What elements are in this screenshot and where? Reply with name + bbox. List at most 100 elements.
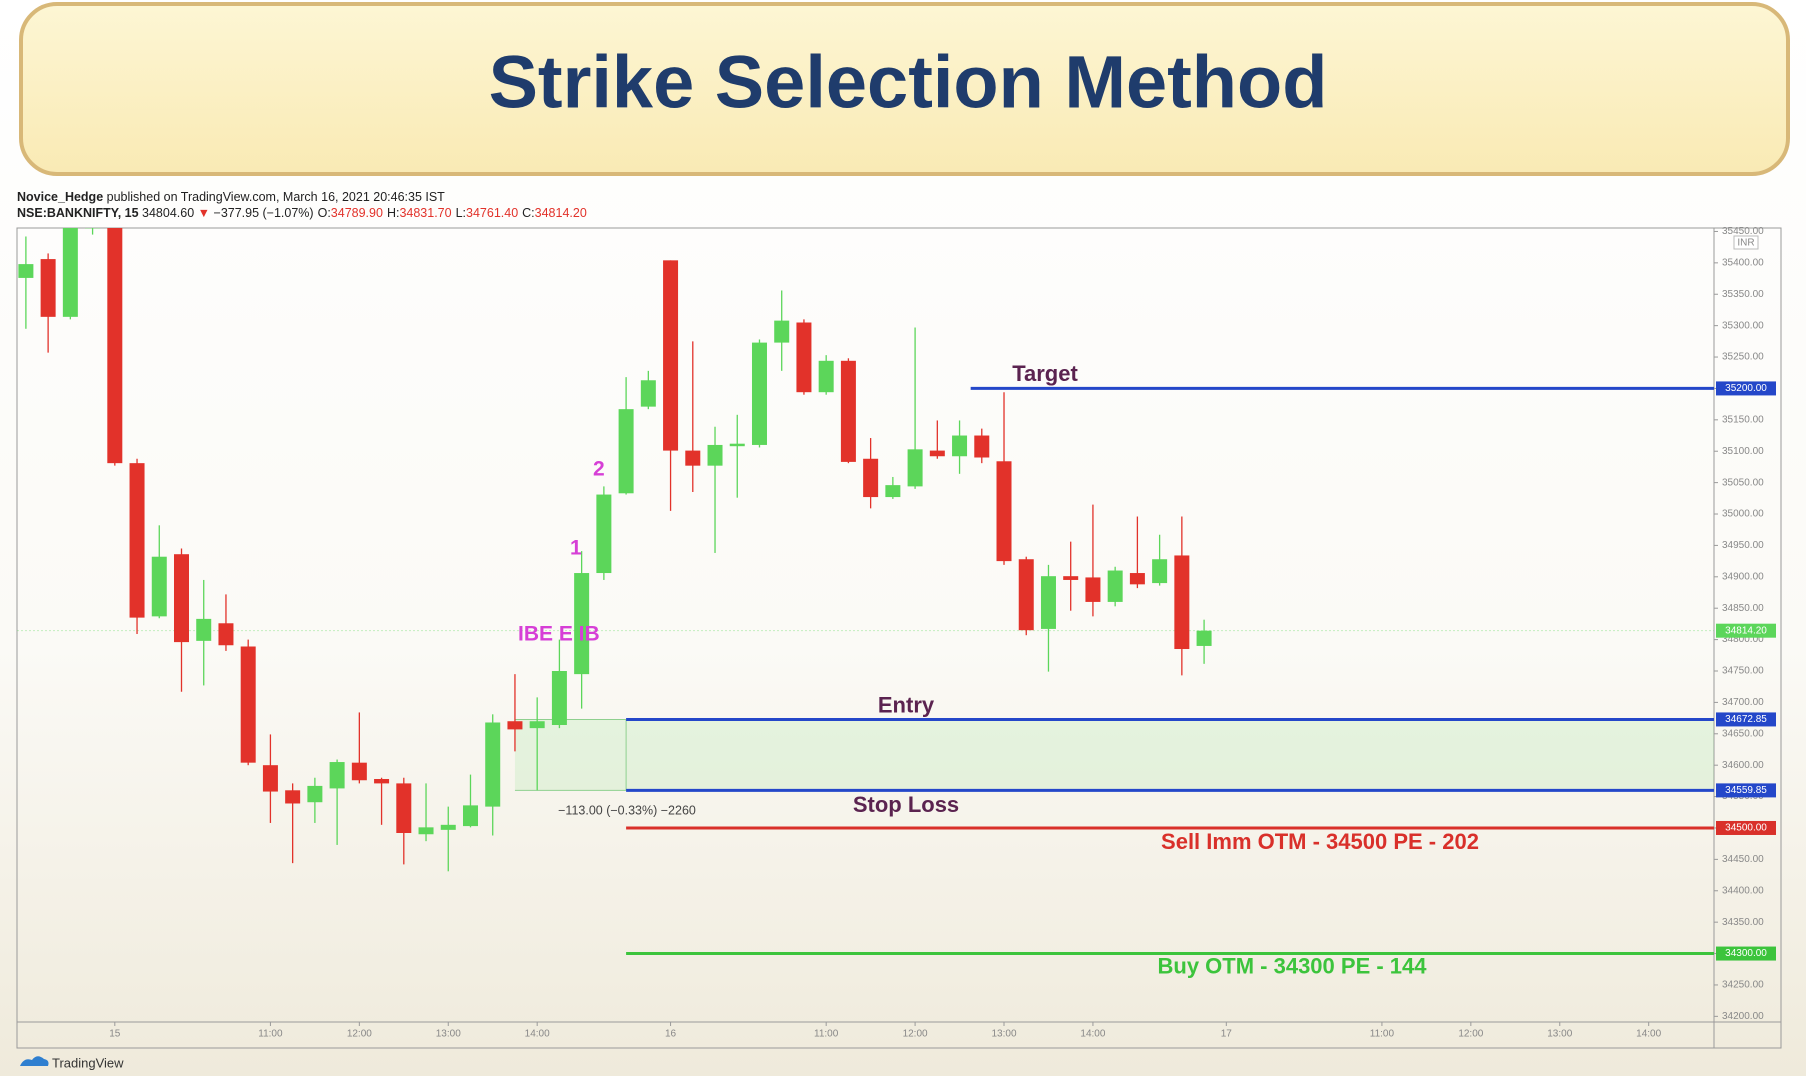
candle-body (685, 450, 701, 466)
candle-body (974, 435, 990, 458)
tradingview-logo (20, 1056, 49, 1066)
symbol-line: NSE:BANKNIFTY, 15 34804.60 ▼ −377.95 (−1… (17, 206, 587, 220)
candle-body (218, 623, 234, 646)
x-tick-label: 16 (665, 1029, 677, 1040)
y-tick-label: 34400.00 (1722, 885, 1764, 896)
ohlc-value: 34814.20 (535, 206, 587, 220)
annotation: 2 (593, 458, 605, 481)
candle-body (307, 785, 323, 803)
candle-body (40, 259, 56, 317)
y-tick-label: 35300.00 (1722, 320, 1764, 331)
candle-body (729, 443, 745, 447)
y-tick-label: 34600.00 (1722, 760, 1764, 771)
ohlc-key: C: (522, 206, 535, 220)
x-tick-label: 13:00 (1547, 1029, 1572, 1040)
y-tick-label: 35350.00 (1722, 289, 1764, 300)
price-box (1716, 946, 1776, 961)
y-tick-label: 34800.00 (1722, 634, 1764, 645)
y-tick-label: 35100.00 (1722, 446, 1764, 457)
candle-body (285, 790, 301, 804)
candle-body (440, 824, 456, 830)
x-tick-label: 12:00 (903, 1029, 928, 1040)
candle-body (507, 721, 523, 730)
candle-body (885, 485, 901, 498)
x-tick-label: 11:00 (258, 1029, 283, 1040)
candle-body (129, 463, 145, 618)
x-tick-label: 17 (1221, 1029, 1233, 1040)
candle-body (663, 260, 679, 451)
candle-body (1107, 570, 1123, 602)
level-label: Sell Imm OTM - 34500 PE - 202 (1161, 829, 1479, 854)
currency-box (1733, 235, 1759, 250)
y-tick-label: 35000.00 (1722, 509, 1764, 520)
ohlc-value: 34761.40 (466, 206, 518, 220)
candle-body (574, 573, 590, 675)
price-box (1716, 381, 1776, 396)
currency: INR (1737, 238, 1754, 249)
candle-body (952, 435, 968, 457)
candle-body (796, 322, 812, 393)
y-tick-label: 34700.00 (1722, 697, 1764, 708)
x-tick-label: 11:00 (814, 1029, 839, 1040)
slide-title: Strike Selection Method (489, 41, 1328, 124)
level-label: Buy OTM - 34300 PE - 144 (1158, 953, 1428, 978)
candle-body (774, 320, 790, 343)
y-tick-label: 35250.00 (1722, 352, 1764, 363)
candle-body (529, 721, 545, 729)
candle-body (1174, 555, 1190, 650)
symbol: NSE:BANKNIFTY, 15 (17, 206, 139, 220)
candle-body (1063, 576, 1079, 580)
candle-body (351, 762, 367, 781)
candle-body (618, 409, 634, 494)
candle-body (707, 444, 723, 466)
candle-body (18, 264, 34, 278)
annotation: IBE E IB (518, 623, 600, 646)
y-tick-label: 34750.00 (1722, 666, 1764, 677)
candle-body (596, 494, 612, 574)
price-box-label: 34500.00 (1725, 823, 1767, 834)
y-tick-label: 34250.00 (1722, 980, 1764, 991)
price-box-label: 34300.00 (1725, 948, 1767, 959)
price-box (1716, 820, 1776, 835)
candle-body (1196, 630, 1212, 646)
risk-zone (514, 719, 1714, 791)
candle-body (640, 380, 656, 407)
x-tick-label: 13:00 (436, 1029, 461, 1040)
candle-body (996, 461, 1012, 562)
candle-body (840, 360, 856, 462)
candle-body (929, 450, 945, 457)
candle-body (1085, 577, 1101, 602)
candle-body (374, 778, 390, 784)
chart-frame (16, 227, 1782, 1049)
y-tick-label: 34650.00 (1722, 728, 1764, 739)
candle-body (62, 228, 78, 317)
candle-body (751, 342, 767, 445)
candle-body (551, 670, 567, 725)
candle-body (262, 765, 278, 792)
ohlc-value: 34789.90 (331, 206, 383, 220)
last: 34804.60 (142, 206, 194, 220)
y-tick-label: 35050.00 (1722, 477, 1764, 488)
annotation: 1 (570, 537, 582, 560)
x-tick-label: 15 (109, 1029, 121, 1040)
y-tick-label: 34450.00 (1722, 854, 1764, 865)
y-tick-label: 34850.00 (1722, 603, 1764, 614)
candle-body (418, 827, 434, 835)
x-tick-label: 12:00 (1458, 1029, 1483, 1040)
candle-body (907, 449, 923, 487)
x-tick-label: 14:00 (1636, 1029, 1661, 1040)
candle-body (151, 556, 167, 617)
candle-body (1129, 573, 1145, 585)
level-label: Stop Loss (853, 792, 959, 817)
y-tick-label: 35150.00 (1722, 414, 1764, 425)
candle-body (174, 554, 190, 643)
y-tick-label: 34350.00 (1722, 917, 1764, 928)
change-arrow: ▼ (198, 206, 210, 220)
price-box (1716, 783, 1776, 798)
ohlc-key: H: (387, 206, 400, 220)
y-tick-label: 34200.00 (1722, 1011, 1764, 1022)
candle-body (863, 458, 879, 498)
candle-body (1152, 559, 1168, 584)
